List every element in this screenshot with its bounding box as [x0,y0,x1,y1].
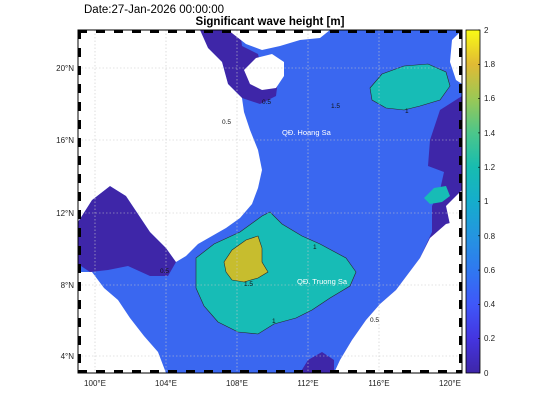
colorbar-tick-label: 0.2 [484,334,496,343]
colorbar-tick-label: 1.4 [484,129,496,138]
contour-label: 1.5 [331,103,340,110]
mainland-land [78,30,262,262]
x-tick-label: 100°E [84,379,106,388]
peak-olive-zone [224,236,268,282]
x-tick-label: 120°E [439,379,461,388]
y-tick-label: 20°N [56,64,74,73]
contour-label: 0.5 [262,99,271,106]
hainan-island [244,54,284,90]
colorbar-tick-label: 0.8 [484,232,496,241]
contour-label: 1.5 [244,281,253,288]
paracel-label: QĐ. Hoang Sa [282,128,332,137]
malay-land [78,272,166,373]
grid-lines [78,30,462,373]
leizhou-land [228,30,330,50]
gulf-thailand-zone [78,186,176,276]
colorbar [465,29,481,374]
colorbar-tick-label: 2 [484,26,489,35]
borneo-coast-zone [300,352,334,373]
map-title: Significant wave height [m] [195,16,345,28]
colorbar-ticks [478,29,480,374]
x-tick-label: 104°E [155,379,177,388]
colorbar-tick-label: 1.8 [484,60,496,69]
map-frame [77,29,463,374]
contour-label: 1 [405,108,409,115]
date-label: Date:27-Jan-2026 00:00:00 [84,4,225,16]
contour-label: 1 [272,318,276,325]
y-tick-label: 4°N [61,352,75,361]
colorbar-tick-label: 1.2 [484,163,496,172]
x-tick-label: 116°E [368,379,389,388]
x-tick-label: 112°E [297,379,318,388]
colorbar-tick-label: 0.6 [484,266,496,275]
contour-label: 0.5 [160,268,169,275]
contour-label: 1 [313,244,317,251]
colorbar-tick-label: 0.4 [484,300,496,309]
contour-label: 0.5 [222,119,231,126]
spratly-label: QĐ. Truong Sa [297,277,348,286]
northeast-teal-zone [370,64,450,110]
frame-border-pattern [78,30,462,373]
y-tick-label: 12°N [56,209,74,218]
y-tick-label: 16°N [56,136,74,145]
colorbar-tick-label: 0 [484,369,489,378]
contour-line-peak [223,235,269,283]
east-teal-zone [424,186,450,204]
colorbar-tick-label: 1.6 [484,94,496,103]
contour-line-south [195,211,357,335]
contour-line-northeast [369,63,451,111]
borneo-land [334,220,462,373]
x-tick-label: 108°E [226,379,248,388]
y-tick-label: 8°N [61,281,75,290]
contour-label: 0.5 [370,317,379,324]
colorbar-tick-label: 1 [484,197,489,206]
